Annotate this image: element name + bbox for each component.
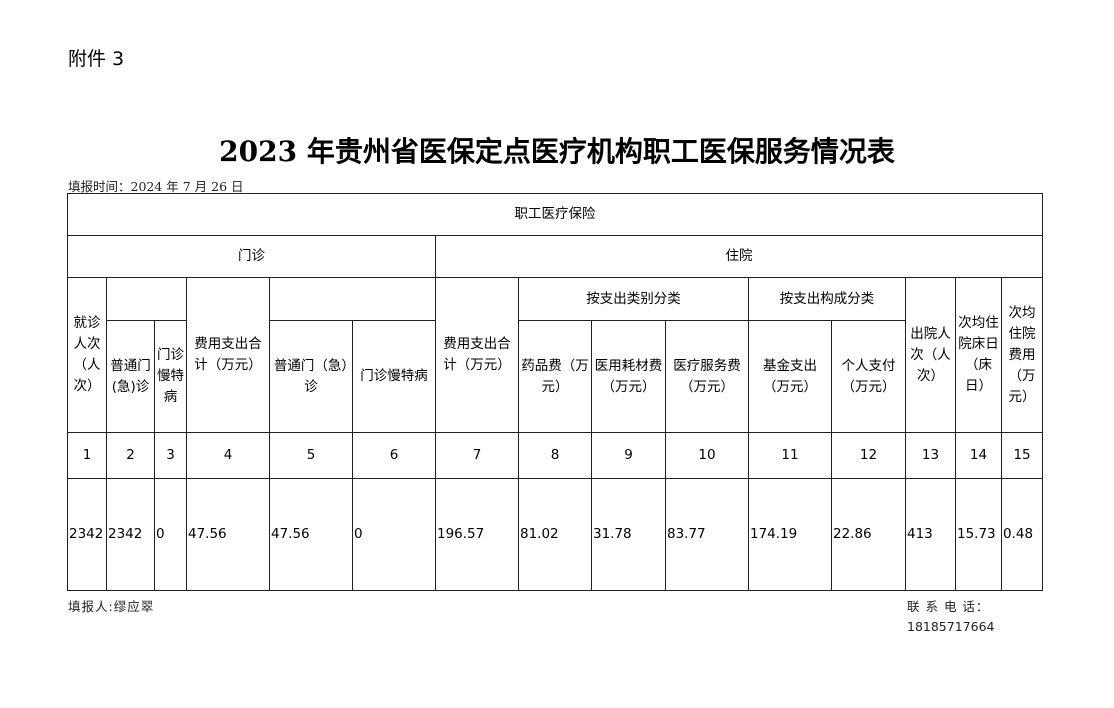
table-cell: 22.86 bbox=[831, 478, 906, 591]
column-number: 8 bbox=[518, 432, 592, 479]
column-number: 2 bbox=[106, 432, 155, 479]
header-col-10: 医疗服务费（万元） bbox=[665, 320, 749, 433]
table-cell: 2342 bbox=[106, 478, 155, 591]
table-cell: 81.02 bbox=[518, 478, 592, 591]
header-col-5: 普通门（急）诊 bbox=[269, 320, 353, 433]
header-col-8: 药品费（万元） bbox=[518, 320, 592, 433]
column-number: 9 bbox=[591, 432, 666, 479]
header-col-12: 个人支付（万元） bbox=[831, 320, 906, 433]
header-col-9: 医用耗材费（万元） bbox=[591, 320, 666, 433]
header-col-6: 门诊慢特病 bbox=[352, 320, 436, 433]
column-number: 10 bbox=[665, 432, 749, 479]
column-number: 3 bbox=[154, 432, 187, 479]
header-col-11: 基金支出（万元） bbox=[748, 320, 832, 433]
filler-name: 填报人:缪应翠 bbox=[68, 599, 155, 614]
header-inpatient: 住院 bbox=[434, 235, 1044, 278]
table-cell: 47.56 bbox=[186, 478, 270, 591]
header-col-7: 费用支出合计（万元） bbox=[435, 277, 519, 433]
fill-date: 填报时间：2024 年 7 月 26 日 bbox=[68, 179, 244, 194]
header-blank bbox=[106, 277, 187, 321]
table-cell: 0.48 bbox=[1000, 478, 1044, 591]
column-number: 5 bbox=[269, 432, 353, 479]
column-number: 6 bbox=[352, 432, 436, 479]
contact-phone: 18185717664 bbox=[907, 619, 995, 634]
header-col-14: 次均住院床日（床日） bbox=[955, 277, 1002, 433]
column-number: 12 bbox=[831, 432, 906, 479]
column-number: 4 bbox=[186, 432, 270, 479]
column-number-row: 1 2 3 4 5 6 7 8 9 10 11 12 13 14 15 bbox=[67, 432, 1044, 479]
header-employee-insurance: 职工医疗保险 bbox=[66, 193, 1044, 236]
header-by-category: 按支出类别分类 bbox=[518, 277, 749, 321]
table-cell: 174.19 bbox=[748, 478, 832, 591]
column-number: 15 bbox=[1000, 432, 1044, 479]
table-cell: 15.73 bbox=[955, 478, 1002, 591]
page-title: 2023 年贵州省医保定点医疗机构职工医保服务情况表 bbox=[219, 135, 895, 168]
column-number: 13 bbox=[905, 432, 956, 479]
header-outpatient: 门诊 bbox=[67, 235, 436, 278]
table-cell: 31.78 bbox=[591, 478, 666, 591]
table-cell: 47.56 bbox=[269, 478, 353, 591]
table-cell: 196.57 bbox=[435, 478, 519, 591]
table-row: 2342 2342 0 47.56 47.56 0 196.57 81.02 31.78 83.7… bbox=[67, 478, 1044, 591]
service-table: 职工医疗保险 门诊 住院 就诊人次（人次） 费用支出合计（万元） 费用支出合计（… bbox=[66, 193, 1044, 591]
header-by-composition: 按支出构成分类 bbox=[748, 277, 906, 321]
attachment-label: 附件 3 bbox=[68, 48, 125, 70]
header-col-1: 就诊人次（人次） bbox=[67, 277, 107, 433]
column-number: 7 bbox=[435, 432, 519, 479]
table-cell: 0 bbox=[154, 478, 187, 591]
table-cell: 0 bbox=[352, 478, 436, 591]
column-number: 14 bbox=[955, 432, 1002, 479]
table-cell: 83.77 bbox=[665, 478, 749, 591]
table-cell: 2342 bbox=[67, 478, 107, 591]
header-blank bbox=[269, 277, 436, 321]
column-number: 11 bbox=[748, 432, 832, 479]
header-col-13: 出院人次（人次） bbox=[905, 277, 956, 433]
header-col-2: 普通门(急)诊 bbox=[106, 320, 155, 433]
header-col-4: 费用支出合计（万元） bbox=[186, 277, 270, 433]
column-number: 1 bbox=[67, 432, 107, 479]
table-cell: 413 bbox=[905, 478, 956, 591]
contact-label: 联 系 电 话： bbox=[907, 599, 990, 614]
header-col-3: 门诊慢特病 bbox=[154, 320, 187, 433]
header-col-15: 次均住院费用（万元） bbox=[1000, 277, 1044, 433]
